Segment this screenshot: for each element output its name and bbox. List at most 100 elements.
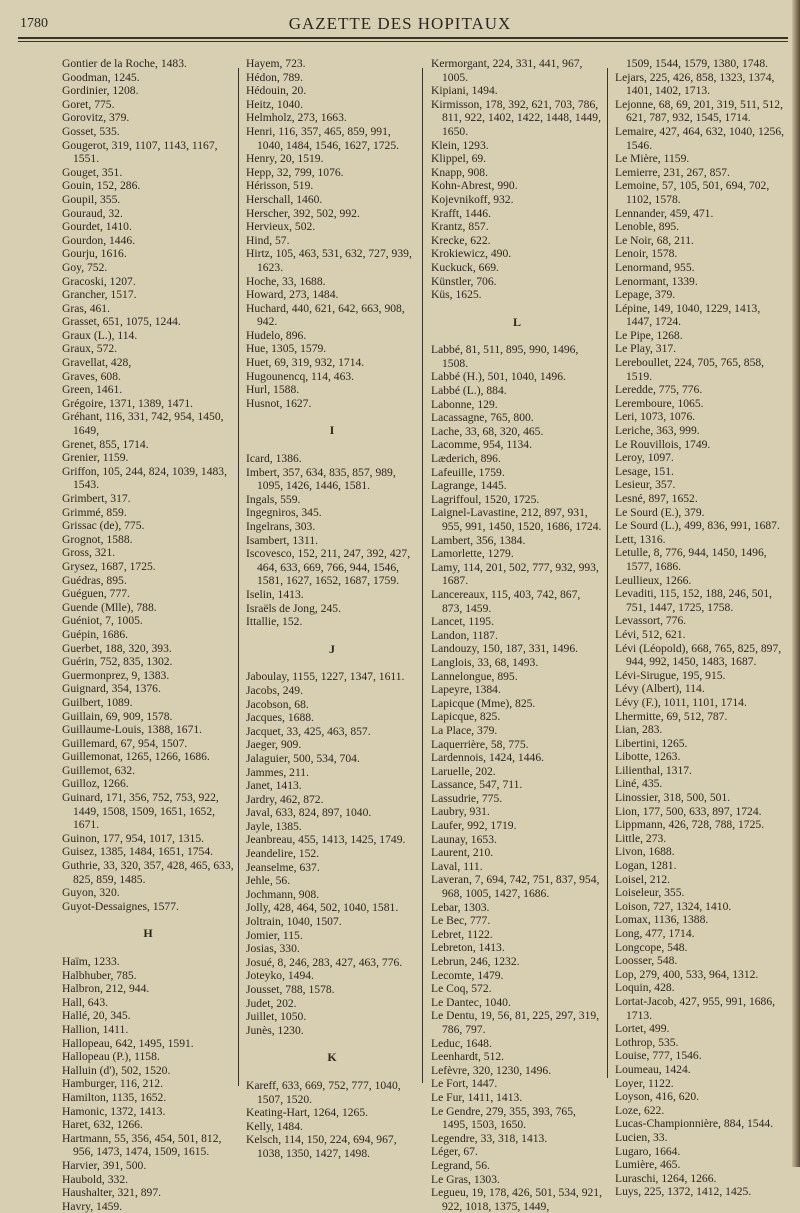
index-entry: Léger, 67.: [431, 1145, 478, 1159]
index-entry: Küs, 1625.: [431, 288, 482, 302]
index-entry: Jolly, 428, 464, 502, 1040, 1581.: [246, 901, 399, 915]
index-entry: Jeanbreau, 455, 1413, 1425, 1749.: [246, 833, 406, 847]
index-entry: Lebar, 1303.: [431, 900, 490, 914]
index-entry: Guillain, 69, 909, 1578.: [62, 709, 173, 723]
index-entry: Lian, 283.: [615, 723, 663, 737]
index-entry: Lenormand, 955.: [615, 260, 695, 274]
index-entry: Loyer, 1122.: [615, 1076, 674, 1090]
index-entry: Halluin (d'), 502, 1520.: [62, 1063, 171, 1077]
index-entry: Gourdet, 1410.: [62, 220, 132, 234]
index-entry: Laufer, 992, 1719.: [431, 819, 517, 833]
index-entry: Lapeyre, 1384.: [431, 683, 501, 697]
index-entry: Le Gras, 1303.: [431, 1172, 500, 1186]
index-entry: Hamburger, 116, 212.: [62, 1077, 163, 1091]
index-entry: Howard, 273, 1484.: [246, 288, 339, 302]
index-entry: Grysez, 1687, 1725.: [62, 559, 156, 573]
index-entry: Langlois, 33, 68, 1493.: [431, 655, 539, 669]
index-entry: Hurl, 1588.: [246, 383, 300, 397]
index-entry: Janet, 1413.: [246, 779, 302, 793]
index-entry: Guthrie, 33, 320, 357, 428, 465, 633, 82…: [62, 859, 234, 886]
index-entry: Laubry, 931.: [431, 805, 490, 819]
index-entry: Lilienthal, 1317.: [615, 763, 692, 777]
index-entry: Lardennois, 1424, 1446.: [431, 751, 545, 765]
index-entry: Laquerrière, 58, 775.: [431, 737, 529, 751]
index-entry: Lop, 279, 400, 533, 964, 1312.: [615, 967, 759, 981]
index-entry: Haubold, 332.: [62, 1172, 129, 1186]
index-column-3: Kermorgant, 224, 331, 441, 967, 1005. Kip…: [431, 57, 603, 1213]
section-letter: K: [327, 1050, 337, 1065]
index-entry: Knapp, 908.: [431, 165, 488, 179]
index-entry: Kermorgant, 224, 331, 441, 967, 1005.: [431, 57, 583, 84]
header-rule: [18, 41, 788, 42]
index-entry: Livon, 1688.: [615, 845, 675, 859]
index-entry: Linossier, 318, 500, 501.: [615, 791, 731, 805]
index-entry: Griffon, 105, 244, 824, 1039, 1483, 1543…: [62, 464, 227, 492]
index-entry: Guilloz, 1266.: [62, 777, 129, 791]
index-entry: Lassudrie, 775.: [431, 791, 503, 805]
index-entry: Lothrop, 535.: [615, 1035, 679, 1049]
index-entry: Le Fort, 1447.: [431, 1077, 498, 1091]
index-entry: Grenier, 1159.: [62, 451, 129, 465]
page-number: 1780: [20, 16, 48, 31]
index-entry: Hérisson, 519.: [246, 179, 314, 193]
column-divider: [607, 68, 608, 1078]
index-entry: Leriche, 363, 999.: [615, 424, 700, 438]
index-entry: Grancher, 1517.: [62, 288, 137, 302]
index-entry: Hallopeau (P.), 1158.: [62, 1050, 160, 1064]
index-entry: Kojevnikoff, 932.: [431, 192, 514, 206]
index-entry: Lambert, 356, 1384.: [431, 533, 526, 547]
index-entry: Herscher, 392, 502, 992.: [246, 206, 360, 220]
index-entry: Lortat-Jacob, 427, 955, 991, 1686, 1713.: [615, 994, 776, 1022]
index-entry: Lacassagne, 765, 800.: [431, 411, 534, 425]
index-entry: Jeanselme, 637.: [246, 860, 320, 874]
index-entry: Lecomte, 1479.: [431, 968, 504, 982]
index-entry: Jacobson, 68.: [246, 697, 309, 711]
index-entry: Gréhant, 116, 331, 742, 954, 1450, 1649,: [62, 410, 224, 438]
index-entry: Iselin, 1413.: [246, 587, 304, 601]
index-entry: Lagriffoul, 1520, 1725.: [431, 492, 540, 506]
section-letter: L: [512, 314, 521, 329]
index-entry: Guisez, 1385, 1484, 1651, 1754.: [62, 845, 214, 859]
index-entry: Halbron, 212, 944.: [62, 982, 150, 996]
header-rule: [18, 37, 788, 39]
index-entry: Husnot, 1627.: [246, 396, 312, 410]
index-entry: Haret, 632, 1266.: [62, 1118, 143, 1132]
index-entry: Leri, 1073, 1076.: [615, 410, 696, 424]
index-entry: Guéguen, 777.: [62, 587, 130, 601]
index-entry: Hall, 643.: [62, 995, 109, 1009]
index-entry: Henry, 20, 1519.: [246, 152, 324, 166]
index-entry: Gouin, 152, 286.: [62, 179, 141, 193]
index-entry: Israëls de Jong, 245.: [246, 601, 341, 615]
index-entry: Labbé, 81, 511, 895, 990, 1496, 1508.: [431, 343, 579, 370]
index-entry: Laval, 111.: [431, 859, 483, 873]
index-entry: Gras, 461.: [62, 301, 110, 315]
index-entry: Lafeuille, 1759.: [431, 465, 505, 479]
index-entry: Kelly, 1484.: [246, 1119, 303, 1133]
index-entry: Heitz, 1040.: [246, 97, 303, 111]
index-entry: Luys, 225, 1372, 1412, 1425.: [615, 1185, 752, 1199]
index-entry: Lion, 177, 500, 633, 897, 1724.: [615, 804, 762, 818]
index-entry: Lesage, 151.: [615, 464, 674, 478]
index-entry: Lesieur, 357.: [615, 478, 676, 492]
index-entry: Læderich, 896.: [431, 452, 501, 466]
section-letter: H: [143, 926, 153, 941]
index-entry: Haïm, 1233.: [62, 955, 120, 968]
index-entry: Jalaguier, 500, 534, 704.: [246, 751, 360, 765]
page-title: GAZETTE DES HOPITAUX: [288, 14, 512, 33]
index-entry: Goy, 752.: [62, 260, 108, 274]
index-entry: Lesné, 897, 1652.: [615, 492, 698, 505]
index-entry: Lemierre, 231, 267, 857.: [615, 165, 730, 179]
index-entry: Haushalter, 321, 897.: [62, 1186, 162, 1200]
index-entry: Ingegniros, 345.: [246, 506, 322, 520]
index-entry: Grégoire, 1371, 1389, 1471.: [62, 396, 194, 410]
index-entry: Josué, 8, 246, 283, 427, 463, 776.: [246, 955, 403, 969]
index-entry: Jaboulay, 1155, 1227, 1347, 1611.: [246, 670, 405, 684]
index-entry: Lebret, 1122.: [431, 927, 493, 941]
index-entry: Kirmisson, 178, 392, 621, 703, 786, 811,…: [431, 97, 601, 138]
index-entry: Joteyko, 1494.: [246, 969, 314, 983]
index-entry: Ittallie, 152.: [246, 615, 303, 629]
index-entry: Kipiani, 1494.: [431, 84, 498, 98]
index-entry: Letulle, 8, 776, 944, 1450, 1496, 1577, …: [615, 546, 767, 573]
index-entry: Lereboullet, 224, 705, 765, 858, 1519.: [615, 356, 765, 383]
index-entry: Loyson, 416, 620.: [615, 1090, 700, 1104]
